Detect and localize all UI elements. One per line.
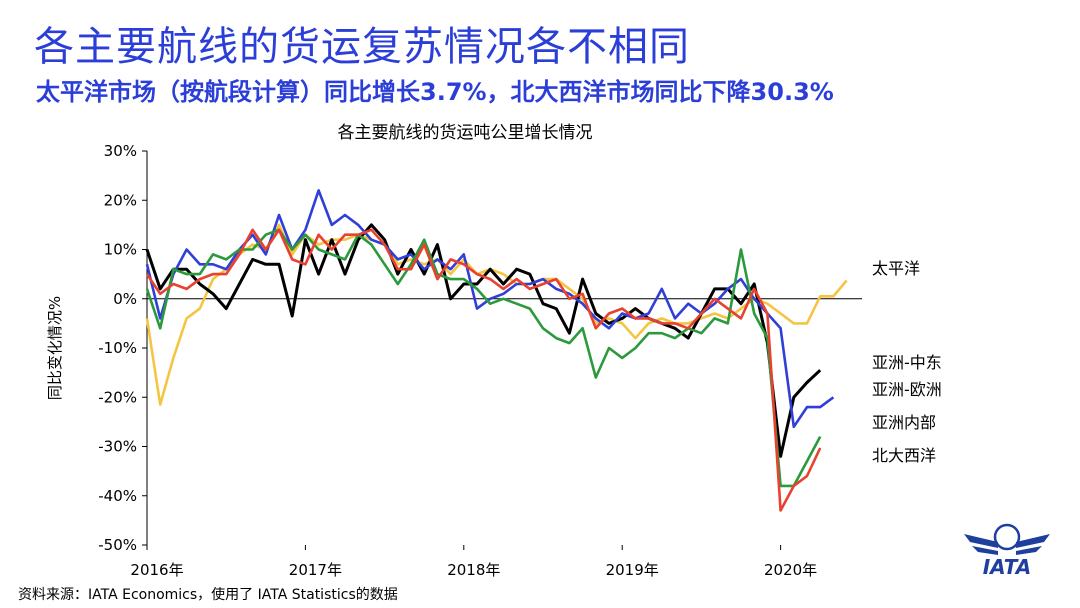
series-line-asia-middle-east bbox=[145, 223, 822, 458]
y-tick-label: -10% bbox=[98, 339, 137, 357]
series-label-intra-asia: 亚洲内部 bbox=[872, 413, 936, 432]
series-label-north-atlantic: 北大西洋 bbox=[872, 446, 936, 465]
series-line-intra-asia bbox=[145, 228, 822, 488]
page-title: 各主要航线的货运复苏情况各不相同 bbox=[34, 24, 690, 70]
y-tick-label: -50% bbox=[98, 536, 137, 554]
iata-logo: IATA bbox=[964, 523, 1050, 576]
chart-title: 各主要航线的货运吨公里增长情况 bbox=[338, 123, 593, 143]
y-tick-label: -20% bbox=[98, 388, 137, 406]
y-axis-label: 同比变化情况% bbox=[46, 296, 64, 400]
y-tick-label: 0% bbox=[113, 290, 137, 308]
series-line-north-atlantic bbox=[145, 228, 822, 512]
y-tick-label: 10% bbox=[104, 241, 137, 259]
page-subtitle: 太平洋市场（按航段计算）同比增长3.7%，北大西洋市场同比下降30.3% bbox=[36, 78, 834, 106]
logo-globe-icon bbox=[993, 523, 1021, 551]
series-label-asia-middle-east: 亚洲-中东 bbox=[872, 353, 942, 372]
series-label-asia-europe: 亚洲-欧洲 bbox=[872, 380, 942, 399]
logo-wing-left-lower bbox=[972, 546, 998, 555]
y-tick-label: 30% bbox=[104, 142, 137, 160]
x-tick-label: 2016年 bbox=[130, 561, 183, 579]
logo-wing-right bbox=[1016, 534, 1050, 548]
y-tick-label: -30% bbox=[98, 438, 137, 456]
y-tick-label: 20% bbox=[104, 191, 137, 209]
x-tick-label: 2019年 bbox=[606, 561, 659, 579]
logo-text: IATA bbox=[983, 555, 1032, 576]
y-tick-label: -40% bbox=[98, 487, 137, 505]
x-tick-label: 2020年 bbox=[764, 561, 817, 579]
x-tick-label: 2017年 bbox=[289, 561, 342, 579]
series-line-asia-europe bbox=[145, 189, 835, 429]
source-note: 资料来源：IATA Economics，使用了 IATA Statistics的… bbox=[18, 587, 398, 603]
series-label-pacific: 太平洋 bbox=[872, 259, 920, 278]
logo-wing-left bbox=[964, 534, 998, 548]
logo-wing-right-lower bbox=[1016, 546, 1042, 555]
x-tick-label: 2018年 bbox=[447, 561, 500, 579]
